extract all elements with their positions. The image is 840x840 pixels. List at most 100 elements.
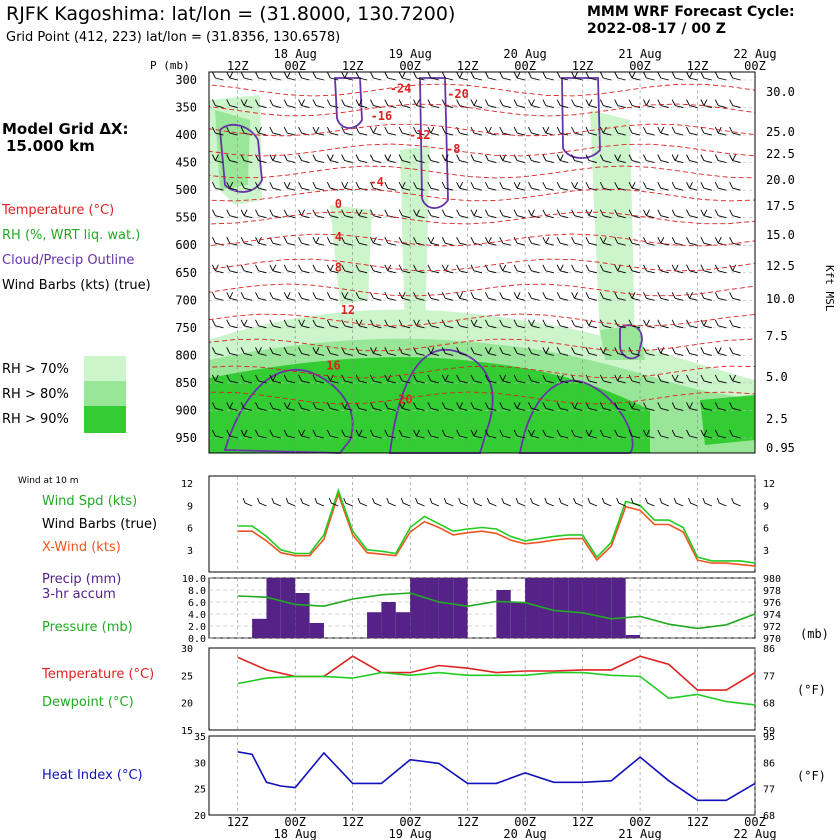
wind-barb [700,429,713,439]
surface-wind-barb [386,497,396,507]
precip-bar [453,578,468,638]
pressure-tick-450: 450 [175,156,197,170]
top-time-tick-6: 12Z [572,59,594,73]
station-name: RJFK Kagoshima: [6,3,166,25]
wind-barb [211,347,224,356]
wind-barb [211,264,224,274]
wind-barb [370,429,382,439]
wind-barb [427,319,440,329]
wind-barb [283,154,296,164]
wind-barb [255,292,267,301]
wind-barb [240,319,253,329]
wind-barb [686,429,698,439]
surface-wind-barb [515,497,526,507]
wind-barb [729,154,741,164]
wind-barb [628,154,641,164]
wind-barb [700,264,713,274]
surface-wind-barb [415,497,425,507]
wind-barb [484,429,497,439]
wind-barb [211,429,224,439]
legend-pressure: Pressure (mb) [42,620,133,635]
wind-barb [643,237,655,246]
wind-barb [729,292,741,301]
surface-wind-barb [731,497,741,507]
wind-barb [398,154,411,164]
wind-ytick-left-3: 3 [187,546,193,557]
isotherm-7 [208,233,756,247]
wind-barb [441,319,454,329]
model-grid-label: Model Grid ΔX: [2,120,129,138]
wind-barb [370,264,382,274]
heat-frame [208,735,756,816]
bottom-date-2: 20 Aug [503,827,546,840]
wind-barb [556,209,569,219]
wind-barb [513,99,526,108]
pressure-tick-750: 750 [175,321,197,335]
wind-barb [729,347,741,356]
wind-barb [513,209,526,219]
swatch-rh90 [84,406,126,433]
wind-barb [585,71,598,81]
wind-barb [341,71,353,81]
pressure-tick-700: 700 [175,293,197,307]
wind-barb [499,71,511,81]
surface-wind-barb [314,497,325,507]
wind-barb [542,374,554,384]
wind-barb [686,181,698,191]
wind-barb [355,264,368,274]
wind-barb [484,209,497,219]
precip-ytick-2: 4.0 [188,610,206,621]
wind-barb [211,181,224,191]
wind-barb [686,347,698,356]
wind-barb [456,71,468,81]
wind-barb [240,402,253,411]
wind-barb [427,126,440,136]
wind-barb [585,347,598,356]
wind-barb [542,237,554,246]
wind-barb [413,374,425,384]
legend-precip: Precip (mm) [42,572,122,587]
wind-barb [384,374,396,384]
wind-barb [355,292,368,301]
wind-barb [240,99,253,108]
temp-ytick-right-1: 68 [763,699,775,710]
wind-barb [441,209,454,219]
wind-barb [226,71,238,81]
wind-barb [470,347,483,356]
wind-barb [528,374,540,384]
pressure-tick-800: 800 [175,348,197,362]
wind-barb [441,347,454,356]
wind-barb [427,154,440,164]
wind-barb [528,264,540,274]
legend-rh70: RH > 70% [2,362,69,377]
wind-barb [226,126,238,136]
wind-barb [729,209,741,219]
wind-barb [298,374,310,384]
wind-barb [413,209,425,219]
wind-barb [398,429,411,439]
isotherm-label-6: 0 [335,197,342,211]
wind-barb [240,154,253,164]
wind-barb [714,347,727,356]
wind-barb [427,71,440,81]
wind-barb [326,292,339,301]
wind-barb [341,154,353,164]
wind-barb [614,402,626,411]
wind-barb [384,429,396,439]
wind-barb [240,347,253,356]
isotherm-11 [208,338,756,352]
wind-barb [700,181,713,191]
wind-barb [326,264,339,274]
xwind-line [237,491,756,567]
wind-barb [700,126,713,136]
wind-barb [226,319,238,329]
wind-barb [355,126,368,136]
wind-barb [556,402,569,411]
wind-barb [283,99,296,108]
top-time-tick-0: 12Z [227,59,249,73]
wind-barb [226,402,238,411]
wind-barb [657,209,669,219]
wind-barb [269,264,281,274]
wind-barb [542,292,554,301]
rh70-column-3 [590,110,635,345]
